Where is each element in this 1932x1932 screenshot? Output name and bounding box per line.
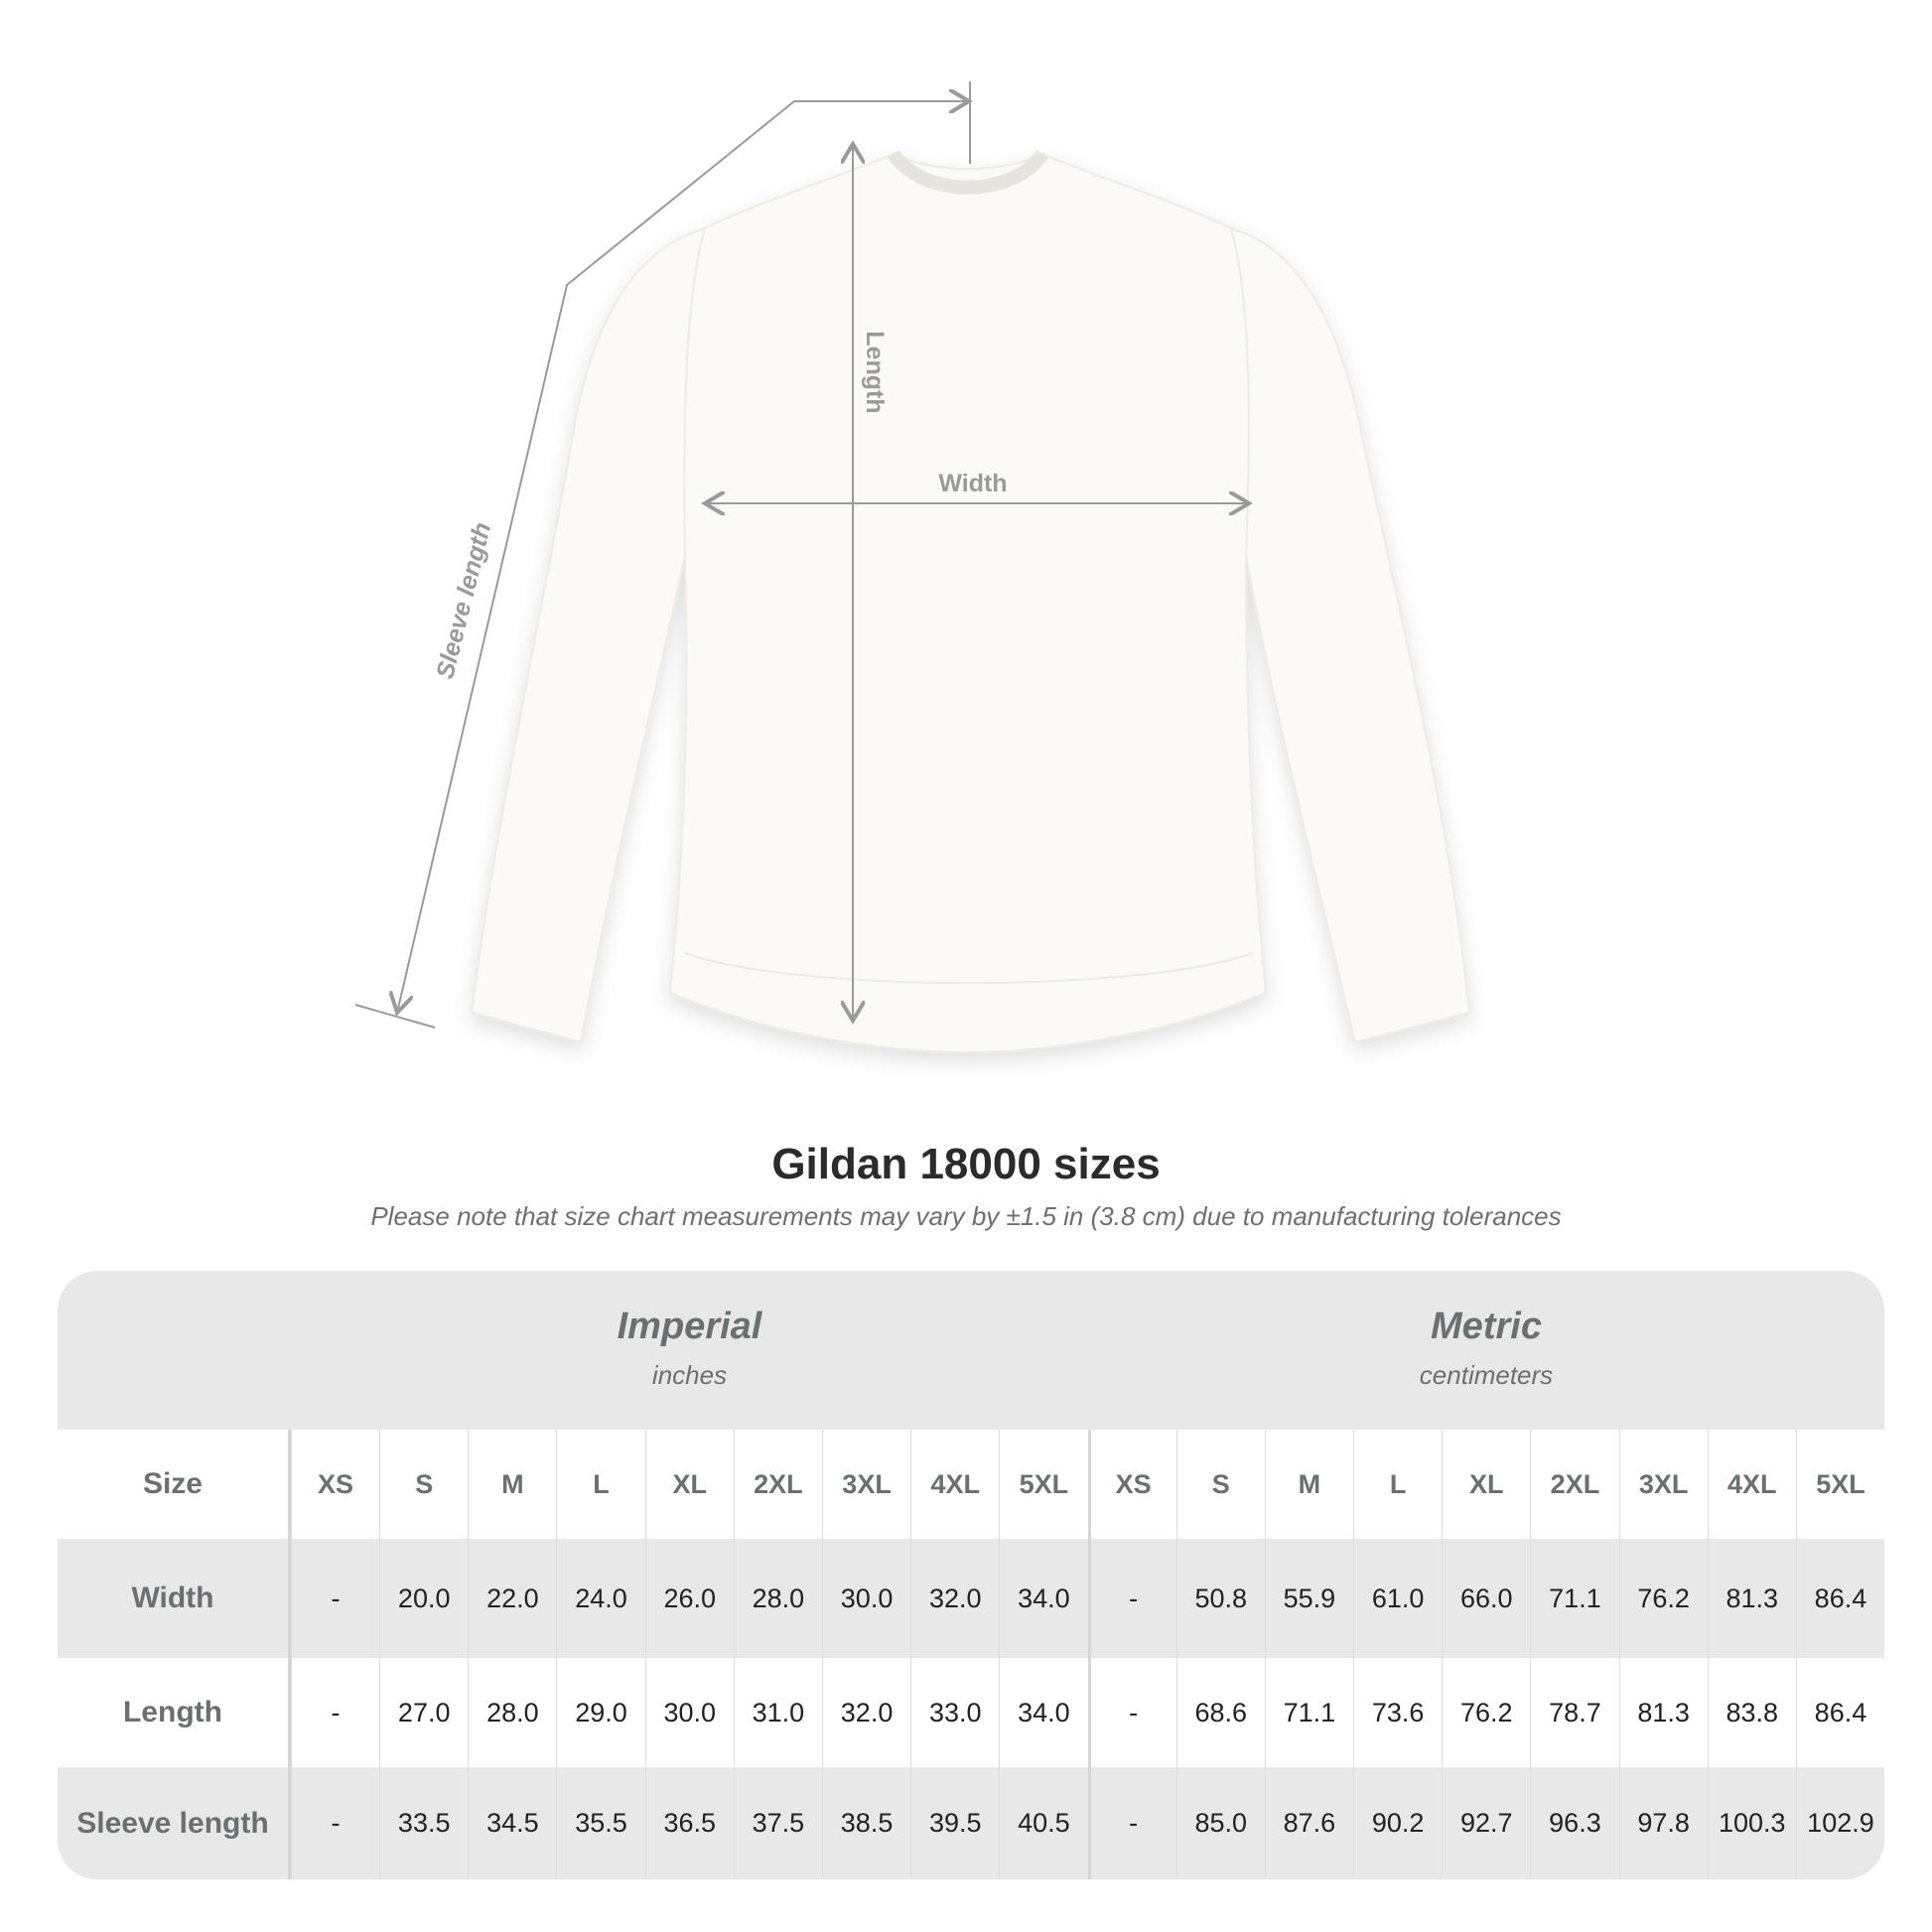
metric-size-header: S bbox=[1175, 1430, 1265, 1539]
imperial-size-header: 5XL bbox=[999, 1430, 1087, 1539]
imperial-value-cell: 28.0 bbox=[468, 1658, 556, 1767]
imperial-value-cell: 34.0 bbox=[999, 1658, 1087, 1767]
metric-value-cell: - bbox=[1087, 1539, 1176, 1658]
metric-value-cell: 90.2 bbox=[1353, 1767, 1442, 1879]
metric-value-cell: 73.6 bbox=[1353, 1658, 1442, 1767]
imperial-value-cell: 22.0 bbox=[468, 1539, 556, 1658]
imperial-size-header: L bbox=[556, 1430, 644, 1539]
imperial-value-cell: 34.5 bbox=[468, 1767, 556, 1879]
metric-value-cell: 100.3 bbox=[1707, 1767, 1796, 1879]
metric-size-header: XL bbox=[1442, 1430, 1530, 1539]
metric-value-cell: 86.4 bbox=[1795, 1539, 1884, 1658]
imperial-size-header: XL bbox=[644, 1430, 734, 1539]
imperial-value-cell: 40.5 bbox=[999, 1767, 1087, 1879]
sweatshirt-graphic bbox=[470, 149, 1471, 1054]
table-row: Sleeve length -33.5 34.5 35.5 36.5 37.5 38.5 39… bbox=[58, 1767, 1884, 1879]
metric-value-cell: 83.8 bbox=[1707, 1658, 1796, 1767]
imperial-value-cell: 33.5 bbox=[379, 1767, 468, 1879]
imperial-value-cell: 39.5 bbox=[910, 1767, 999, 1879]
imperial-value-cell: - bbox=[290, 1539, 379, 1658]
metric-value-cell: 81.3 bbox=[1707, 1539, 1796, 1658]
measurement-guides bbox=[354, 81, 1249, 1029]
width-label: Width bbox=[938, 470, 1007, 497]
table-row: Width -20.0 22.0 24.0 26.0 28.0 30.0 32.0 34.0-5… bbox=[58, 1539, 1884, 1658]
metric-value-cell: 81.3 bbox=[1618, 1658, 1708, 1767]
imperial-value-cell: 36.5 bbox=[644, 1767, 734, 1879]
imperial-value-cell: 35.5 bbox=[556, 1767, 644, 1879]
imperial-size-header: M bbox=[468, 1430, 556, 1539]
imperial-value-cell: 32.0 bbox=[821, 1658, 910, 1767]
metric-value-cell: - bbox=[1087, 1658, 1176, 1767]
metric-value-cell: 50.8 bbox=[1175, 1539, 1265, 1658]
metric-value-cell: - bbox=[1087, 1767, 1176, 1879]
metric-value-cell: 92.7 bbox=[1442, 1767, 1530, 1879]
length-label: Length bbox=[861, 331, 889, 413]
table-row: Length -27.0 28.0 29.0 30.0 31.0 32.0 33.0 34.0-… bbox=[58, 1658, 1884, 1767]
chart-title: Gildan 18000 sizes bbox=[771, 1140, 1161, 1188]
imperial-value-cell: 38.5 bbox=[821, 1767, 910, 1879]
imperial-header: Imperial inches bbox=[291, 1271, 1088, 1430]
imperial-value-cell: 37.5 bbox=[733, 1767, 822, 1879]
metric-value-cell: 102.9 bbox=[1795, 1767, 1884, 1879]
metric-value-cell: 66.0 bbox=[1442, 1539, 1530, 1658]
imperial-value-cell: 33.0 bbox=[910, 1658, 999, 1767]
row-label: Sleeve length bbox=[58, 1767, 291, 1879]
metric-unit: centimeters bbox=[1419, 1360, 1554, 1390]
metric-size-header: 2XL bbox=[1530, 1430, 1618, 1539]
row-label: Size bbox=[58, 1430, 291, 1539]
size-table: Imperial inches Metric centimeters Size X… bbox=[58, 1271, 1884, 1879]
imperial-value-cell: 32.0 bbox=[910, 1539, 999, 1658]
row-label: Length bbox=[58, 1658, 291, 1767]
size-header-row: Size XS S M L XL 2XL 3XL 4XL 5XL XS S M L XL 2XL 3XL 4XL 5… bbox=[58, 1430, 1884, 1539]
metric-size-header: 5XL bbox=[1795, 1430, 1884, 1539]
imperial-value-cell: - bbox=[290, 1767, 379, 1879]
imperial-size-header: 2XL bbox=[733, 1430, 822, 1539]
metric-value-cell: 76.2 bbox=[1442, 1658, 1530, 1767]
metric-value-cell: 76.2 bbox=[1618, 1539, 1708, 1658]
imperial-value-cell: 28.0 bbox=[733, 1539, 822, 1658]
metric-value-cell: 68.6 bbox=[1175, 1658, 1265, 1767]
metric-value-cell: 71.1 bbox=[1264, 1658, 1353, 1767]
imperial-value-cell: - bbox=[290, 1658, 379, 1767]
metric-value-cell: 85.0 bbox=[1175, 1767, 1265, 1879]
imperial-value-cell: 20.0 bbox=[379, 1539, 468, 1658]
metric-size-header: M bbox=[1264, 1430, 1353, 1539]
metric-value-cell: 86.4 bbox=[1795, 1658, 1884, 1767]
imperial-value-cell: 26.0 bbox=[644, 1539, 734, 1658]
metric-size-header: 3XL bbox=[1618, 1430, 1708, 1539]
metric-size-header: XS bbox=[1087, 1430, 1176, 1539]
metric-size-header: 4XL bbox=[1707, 1430, 1796, 1539]
imperial-value-cell: 30.0 bbox=[821, 1539, 910, 1658]
imperial-size-header: S bbox=[379, 1430, 468, 1539]
metric-value-cell: 78.7 bbox=[1530, 1658, 1618, 1767]
metric-value-cell: 97.8 bbox=[1618, 1767, 1708, 1879]
imperial-value-cell: 30.0 bbox=[644, 1658, 734, 1767]
imperial-size-header: 3XL bbox=[821, 1430, 910, 1539]
imperial-value-cell: 24.0 bbox=[556, 1539, 644, 1658]
metric-value-cell: 96.3 bbox=[1530, 1767, 1618, 1879]
metric-size-header: L bbox=[1353, 1430, 1442, 1539]
imperial-size-header: 4XL bbox=[910, 1430, 999, 1539]
imperial-value-cell: 27.0 bbox=[379, 1658, 468, 1767]
imperial-unit: inches bbox=[651, 1360, 728, 1390]
row-label: Width bbox=[58, 1539, 291, 1658]
imperial-value-cell: 31.0 bbox=[733, 1658, 822, 1767]
metric-header: Metric centimeters bbox=[1088, 1271, 1884, 1430]
sleeve-length-label: Sleeve length bbox=[431, 519, 496, 681]
tolerance-note: Please note that size chart measurements… bbox=[370, 1201, 1562, 1231]
imperial-title: Imperial bbox=[617, 1306, 762, 1347]
imperial-value-cell: 29.0 bbox=[556, 1658, 644, 1767]
metric-value-cell: 55.9 bbox=[1264, 1539, 1353, 1658]
metric-value-cell: 71.1 bbox=[1530, 1539, 1618, 1658]
metric-value-cell: 61.0 bbox=[1353, 1539, 1442, 1658]
imperial-size-header: XS bbox=[290, 1430, 379, 1539]
imperial-value-cell: 34.0 bbox=[999, 1539, 1087, 1658]
sleeve-line bbox=[397, 101, 969, 1013]
sweatshirt-illustration: Length Width Sleeve length bbox=[354, 81, 1471, 1054]
metric-value-cell: 87.6 bbox=[1264, 1767, 1353, 1879]
metric-title: Metric bbox=[1431, 1306, 1542, 1347]
